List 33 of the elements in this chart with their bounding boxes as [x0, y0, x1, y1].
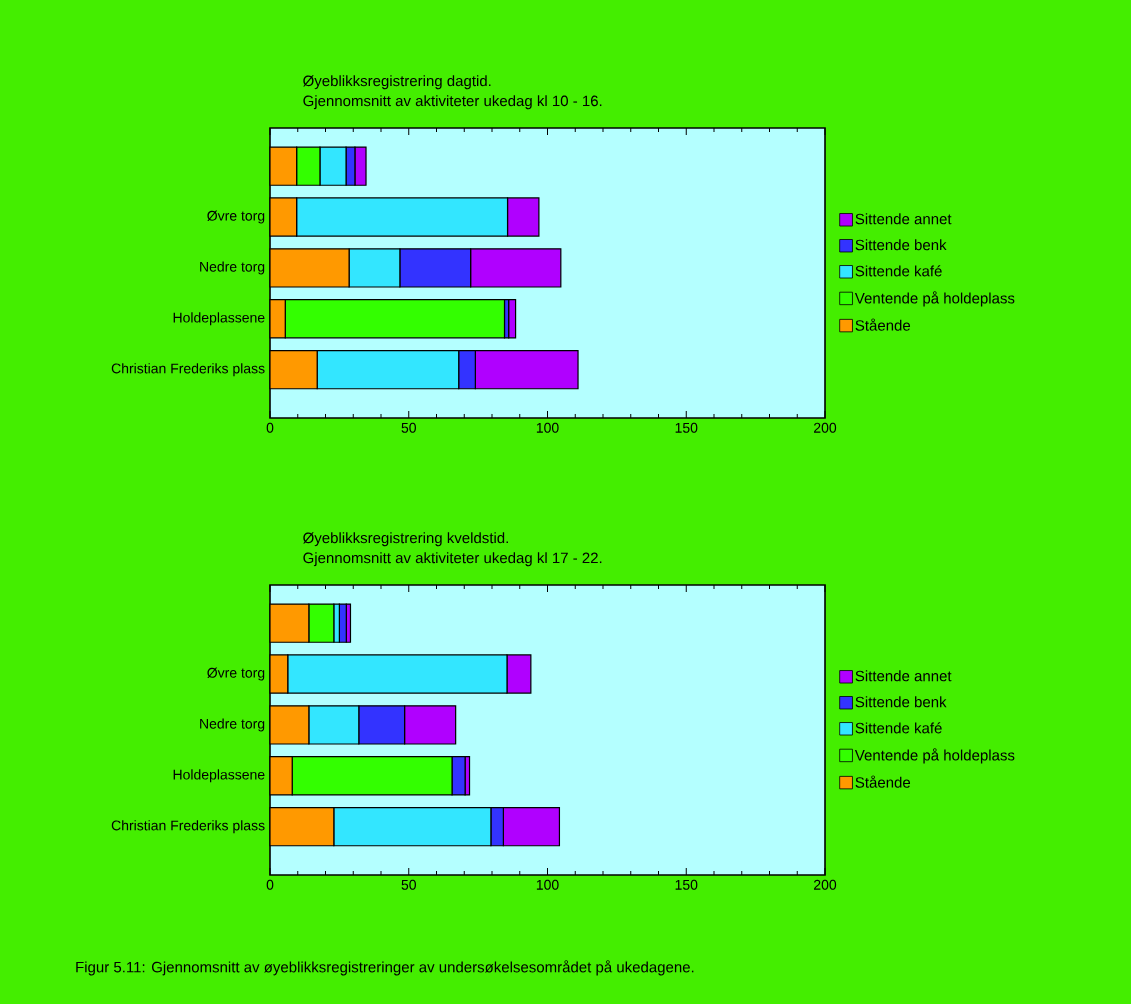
legend-label: Sittende benk — [855, 239, 947, 251]
legend-label: Stående — [855, 775, 911, 788]
legend-label: Sittende annet — [855, 670, 952, 682]
y-tick-label: Nedre torg — [200, 261, 265, 275]
y-tick-label: Holdeplassene — [173, 312, 265, 326]
legend-label: Ventende på holdeplass — [854, 291, 1015, 307]
chart-title: Øyeblikksregistrering dagtid. — [303, 75, 491, 90]
chart-subtitle: Gjennomsnitt av aktiviteter ukedag kl 17 - 22. — [303, 552, 602, 567]
legend-label: Ventende på holdeplass — [854, 748, 1015, 764]
x-tick-label: 150 — [675, 422, 698, 433]
chart-subtitle: Gjennomsnitt av aktiviteter ukedag kl 10 - 16. — [303, 95, 602, 110]
y-tick-label: Holdeplassene — [173, 769, 265, 783]
x-tick-label: 0 — [266, 422, 274, 433]
x-tick-label: 100 — [536, 422, 559, 433]
x-tick-label: 50 — [401, 422, 416, 433]
legend-label: Sittende kafé — [855, 265, 942, 277]
y-tick-label: Christian Frederiks plass — [111, 363, 265, 377]
x-tick-label: 200 — [814, 879, 837, 890]
y-tick-label: Christian Frederiks plass — [111, 820, 265, 834]
x-tick-label: 100 — [536, 879, 559, 890]
y-tick-label: Øvre torg — [207, 210, 265, 224]
y-tick-label: Øvre torg — [207, 667, 265, 681]
legend-label: Sittende kafé — [855, 722, 942, 734]
chart-title: Øyeblikksregistrering kveldstid. — [303, 532, 508, 547]
y-tick-label: Nedre torg — [200, 718, 265, 732]
x-tick-label: 0 — [266, 879, 274, 890]
legend-label: Sittende annet — [855, 213, 952, 225]
x-tick-label: 50 — [401, 879, 416, 890]
legend-label: Stående — [855, 318, 911, 331]
x-tick-label: 150 — [675, 879, 698, 890]
x-tick-label: 200 — [814, 422, 837, 433]
legend-label: Sittende benk — [855, 696, 947, 708]
text: Figur 5.11: Gjennomsnitt av øyeblikksregistreringer av undersøkelsesområdet på ukedagene. — [76, 960, 694, 976]
